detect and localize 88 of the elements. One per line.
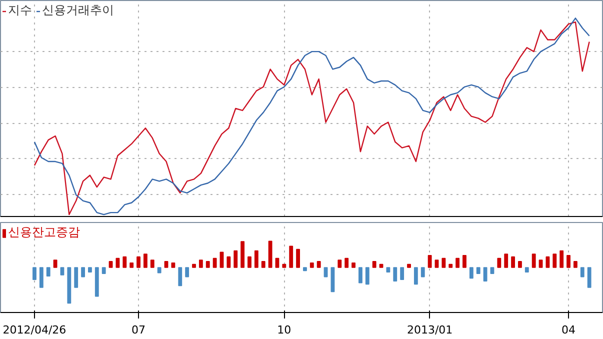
bar <box>379 264 384 268</box>
bar <box>338 260 342 268</box>
bar <box>240 241 245 268</box>
bar <box>212 258 217 268</box>
bar <box>372 261 376 268</box>
bar <box>580 267 584 278</box>
x-tick-label: 04 <box>562 324 576 336</box>
bar <box>532 254 536 268</box>
bar <box>226 256 231 268</box>
bar <box>178 267 182 286</box>
bar <box>518 261 522 268</box>
x-tick-label: 07 <box>132 324 146 336</box>
bar <box>420 267 425 278</box>
bar <box>400 267 404 280</box>
legend-label: 지수 <box>8 2 32 19</box>
bar <box>164 261 168 268</box>
bar <box>53 260 58 268</box>
bar <box>192 264 196 268</box>
bar <box>428 254 432 268</box>
bar <box>289 246 294 268</box>
bar <box>456 258 460 268</box>
bar <box>511 256 515 268</box>
bar <box>248 256 252 268</box>
bar <box>74 267 78 288</box>
bar <box>171 262 176 268</box>
bar <box>60 267 64 276</box>
bar <box>344 258 349 268</box>
bar <box>275 258 280 268</box>
bar <box>560 250 564 268</box>
bar <box>254 250 258 268</box>
bar <box>587 267 592 288</box>
bar <box>483 267 488 282</box>
x-tick-label: 10 <box>277 324 292 336</box>
bar <box>358 267 362 284</box>
bar <box>102 267 106 274</box>
bar <box>268 240 272 268</box>
bar <box>546 256 550 268</box>
bar <box>296 248 300 268</box>
bar <box>442 258 446 268</box>
bar <box>386 267 390 273</box>
bar <box>46 267 50 276</box>
bar <box>198 260 203 268</box>
bar <box>566 254 570 268</box>
legend-label: 신용거래추이 <box>42 2 114 19</box>
bar <box>116 258 120 268</box>
bar <box>365 267 370 285</box>
bar <box>234 250 238 268</box>
bar <box>32 267 36 280</box>
bar <box>393 267 398 282</box>
bar <box>407 264 411 268</box>
bar <box>573 261 578 268</box>
bar <box>122 256 127 268</box>
x-tick-label: 2013/01 <box>406 324 453 336</box>
bar <box>81 267 85 278</box>
bar <box>504 254 508 268</box>
bar <box>108 261 113 268</box>
bar <box>185 267 190 278</box>
bar <box>282 264 286 268</box>
bar <box>462 254 466 268</box>
bar <box>434 260 439 268</box>
bar <box>206 261 210 268</box>
bar <box>94 267 99 297</box>
legend-label: 신용잔고증감 <box>8 224 80 241</box>
bar <box>414 267 418 285</box>
x-tick-label: 2012/04/26 <box>2 324 66 336</box>
bar <box>497 258 502 268</box>
bar <box>469 267 474 279</box>
bar <box>88 267 92 273</box>
bar <box>324 267 328 278</box>
bar <box>316 261 321 268</box>
bar <box>67 267 72 304</box>
bar <box>150 260 154 268</box>
bar <box>552 254 557 268</box>
bar <box>352 262 356 268</box>
bar <box>524 267 529 273</box>
bar <box>261 261 266 268</box>
bar <box>136 256 140 268</box>
bar <box>448 264 453 268</box>
bar <box>476 267 480 274</box>
bar <box>39 267 44 288</box>
bar <box>310 262 314 268</box>
bar <box>490 267 494 274</box>
bar <box>303 267 307 272</box>
bar <box>538 260 543 268</box>
bar <box>330 267 335 292</box>
bar <box>157 267 162 274</box>
bar <box>130 262 134 268</box>
bar <box>143 254 148 268</box>
